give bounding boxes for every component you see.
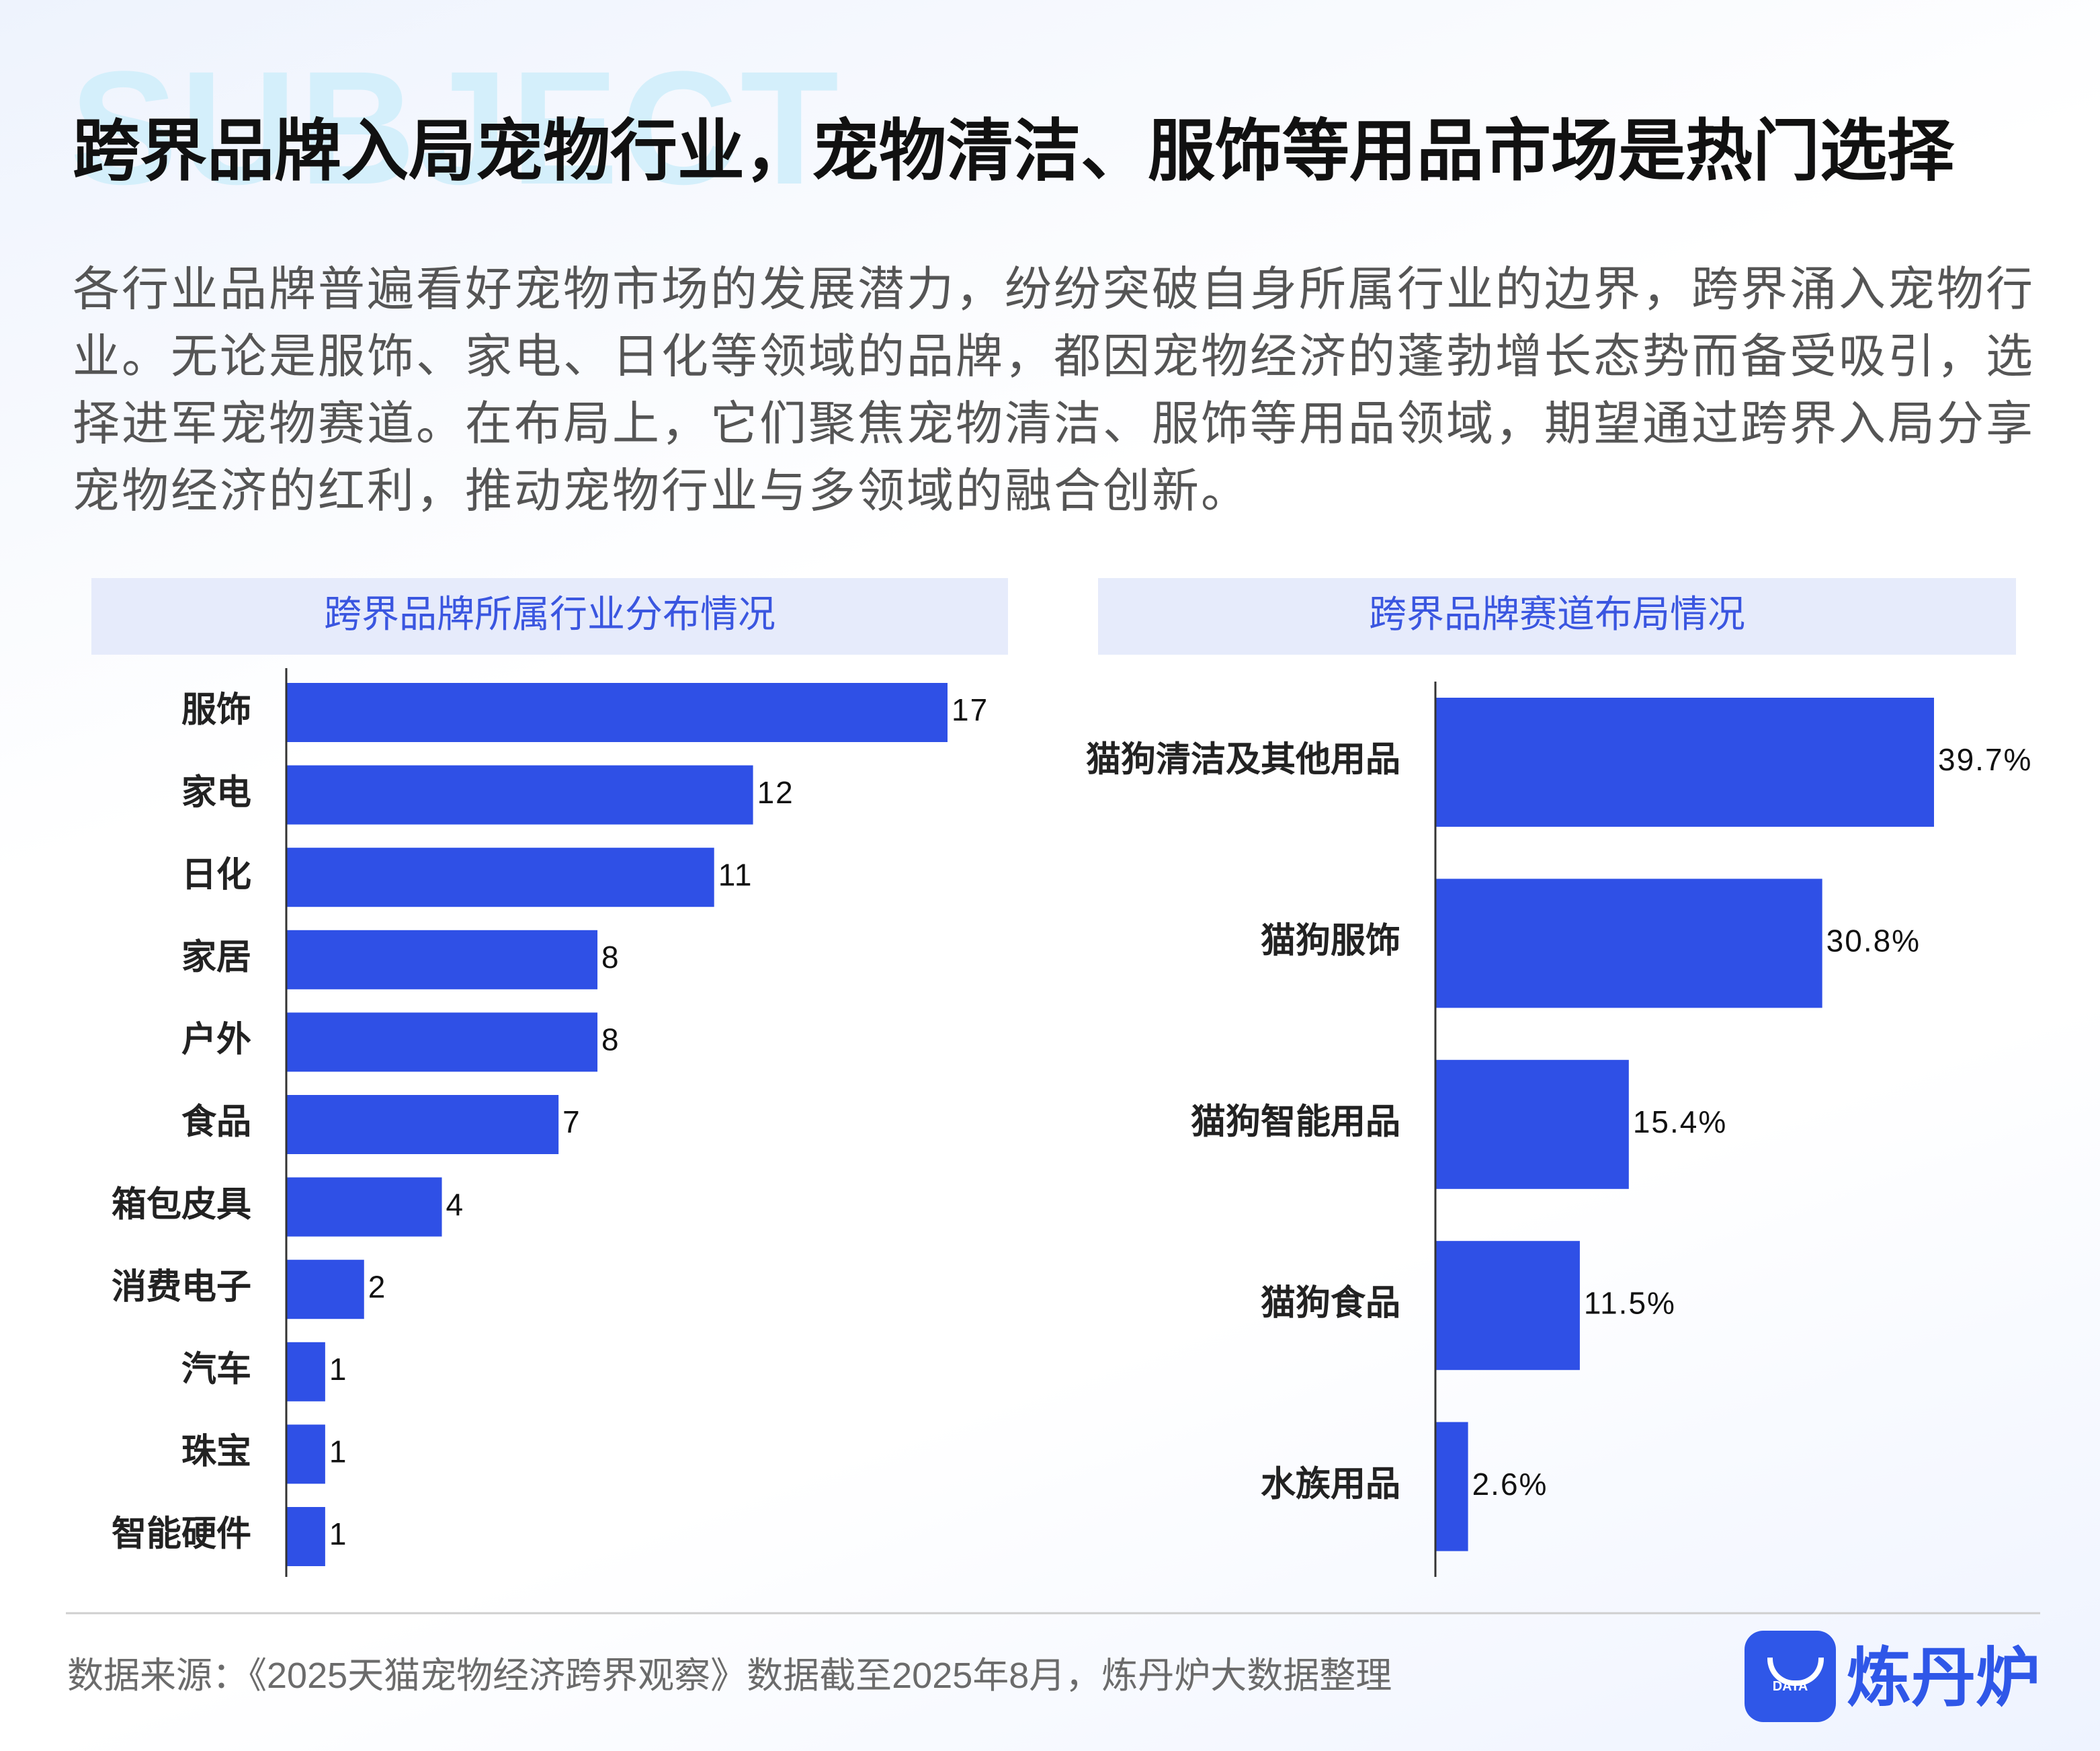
- bar: [286, 1260, 364, 1319]
- logo-text: DATA: [1772, 1679, 1808, 1694]
- bar: [286, 1507, 325, 1566]
- bar: [1435, 879, 1822, 1008]
- chart-title: 跨界品牌所属行业分布情况: [324, 593, 775, 635]
- bar: [286, 1012, 598, 1072]
- category-label: 水族用品: [1261, 1465, 1400, 1504]
- bar: [286, 683, 948, 742]
- value-label: 1: [329, 1352, 348, 1387]
- chart-header-bg: [91, 578, 1008, 655]
- source-note: 数据来源：《2025天猫宠物经济跨界观察》数据截至2025年8月，炼丹炉大数据整…: [67, 1656, 1392, 1696]
- value-label: 8: [601, 1022, 620, 1057]
- value-label: 39.7%: [1938, 742, 2032, 777]
- value-label: 1: [329, 1434, 348, 1469]
- category-label: 家居: [181, 938, 251, 977]
- bar: [286, 1342, 325, 1401]
- bar: [1435, 1241, 1580, 1371]
- category-label: 户外: [181, 1020, 251, 1059]
- category-label: 猫狗服饰: [1261, 922, 1400, 961]
- value-label: 8: [601, 940, 620, 975]
- watermark: SUBJECT: [70, 38, 842, 218]
- chart-title: 跨界品牌赛道布局情况: [1369, 593, 1745, 635]
- category-label: 日化: [181, 856, 251, 895]
- value-label: 11: [718, 857, 753, 892]
- value-label: 1: [329, 1516, 348, 1551]
- value-label: 2.6%: [1472, 1467, 1548, 1502]
- page-subtitle: 各行业品牌普遍看好宠物市场的发展潜力，纷纷突破自身所属行业的边界，跨界涌入宠物行…: [73, 263, 2035, 517]
- bar: [286, 765, 753, 825]
- bar: [286, 848, 714, 907]
- page-title: 跨界品牌入局宠物行业，宠物清洁、服饰等用品市场是热门选择: [73, 114, 1954, 189]
- value-label: 11.5%: [1584, 1285, 1676, 1320]
- category-label: 汽车: [181, 1350, 251, 1389]
- bar: [286, 930, 598, 989]
- chart-header-bg: [1098, 578, 2016, 655]
- category-label: 家电: [181, 773, 251, 812]
- value-label: 17: [952, 692, 989, 727]
- value-label: 4: [446, 1187, 465, 1222]
- value-label: 2: [368, 1269, 387, 1304]
- bar: [1435, 1422, 1468, 1551]
- bar: [286, 1095, 559, 1154]
- bar: [1435, 1059, 1629, 1189]
- category-label: 猫狗智能用品: [1191, 1103, 1400, 1142]
- category-label: 服饰: [181, 691, 251, 730]
- value-label: 12: [757, 775, 794, 810]
- category-label: 猫狗食品: [1261, 1284, 1400, 1323]
- value-label: 7: [562, 1104, 581, 1139]
- bar: [286, 1177, 442, 1237]
- category-label: 珠宝: [181, 1432, 251, 1471]
- category-label: 箱包皮具: [112, 1185, 251, 1224]
- value-label: 30.8%: [1826, 924, 1921, 959]
- category-label: 智能硬件: [112, 1515, 251, 1554]
- category-label: 猫狗清洁及其他用品: [1086, 741, 1400, 780]
- brand-name: 炼丹炉: [1847, 1642, 2040, 1714]
- value-label: 15.4%: [1633, 1104, 1727, 1139]
- category-label: 食品: [181, 1103, 251, 1142]
- logo-icon: DATA: [1745, 1631, 1836, 1722]
- category-label: 消费电子: [112, 1268, 251, 1307]
- bar: [1435, 698, 1934, 827]
- bar: [286, 1424, 325, 1484]
